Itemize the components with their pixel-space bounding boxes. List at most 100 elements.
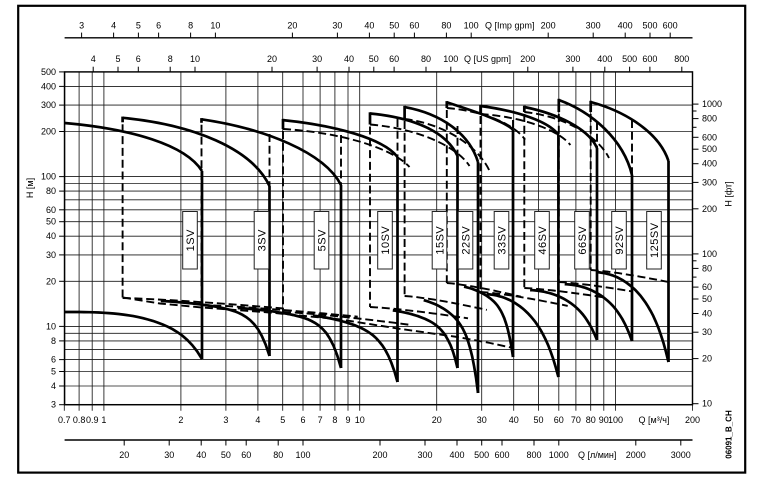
svg-text:600: 600 [663,21,678,31]
svg-text:8: 8 [332,415,337,425]
svg-text:5SV: 5SV [317,229,329,251]
svg-text:300: 300 [565,54,580,64]
svg-text:3: 3 [79,21,84,31]
svg-text:1000: 1000 [549,450,569,460]
svg-text:1SV: 1SV [185,229,197,251]
svg-text:80: 80 [273,450,283,460]
svg-text:80: 80 [586,415,596,425]
svg-text:22SV: 22SV [461,226,473,255]
svg-text:60: 60 [241,450,251,460]
svg-text:5: 5 [115,54,120,64]
svg-text:300: 300 [702,177,717,187]
svg-text:90: 90 [599,415,609,425]
svg-text:100: 100 [295,450,310,460]
svg-text:3: 3 [51,400,56,410]
svg-text:500: 500 [41,67,56,77]
svg-text:600: 600 [494,450,509,460]
svg-text:800: 800 [702,114,717,124]
svg-text:80: 80 [702,263,712,273]
svg-text:800: 800 [674,54,689,64]
svg-text:400: 400 [449,450,464,460]
svg-text:60: 60 [389,54,399,64]
svg-text:80: 80 [441,21,451,31]
svg-text:200: 200 [685,415,700,425]
svg-text:46SV: 46SV [537,226,549,255]
svg-text:500: 500 [702,144,717,154]
svg-text:400: 400 [618,21,633,31]
svg-text:125SV: 125SV [649,222,661,258]
svg-text:8: 8 [168,54,173,64]
svg-text:60: 60 [46,205,56,215]
svg-text:Q [л/мин]: Q [л/мин] [578,450,616,460]
svg-text:30: 30 [477,415,487,425]
svg-text:2000: 2000 [626,450,646,460]
svg-text:4: 4 [111,21,116,31]
svg-text:6: 6 [51,355,56,365]
svg-text:10: 10 [46,321,56,331]
svg-text:500: 500 [474,450,489,460]
svg-text:10SV: 10SV [380,226,392,255]
svg-text:20: 20 [46,276,56,286]
svg-text:06091_B_CH: 06091_B_CH [725,410,734,459]
svg-text:100: 100 [608,415,623,425]
svg-text:30: 30 [702,327,712,337]
svg-text:800: 800 [526,450,541,460]
svg-text:3000: 3000 [671,450,691,460]
svg-text:60: 60 [702,282,712,292]
svg-text:50: 50 [369,54,379,64]
svg-text:30: 30 [312,54,322,64]
svg-text:10: 10 [190,54,200,64]
svg-text:6: 6 [156,21,161,31]
svg-text:5: 5 [280,415,285,425]
svg-text:100: 100 [41,172,56,182]
svg-text:H [м]: H [м] [25,178,35,198]
svg-text:4: 4 [51,381,56,391]
svg-text:80: 80 [46,186,56,196]
svg-text:20: 20 [119,450,129,460]
svg-text:40: 40 [196,450,206,460]
svg-text:92SV: 92SV [614,226,626,255]
svg-text:50: 50 [389,21,399,31]
svg-text:5: 5 [51,367,56,377]
svg-text:8: 8 [188,21,193,31]
svg-text:3: 3 [223,415,228,425]
svg-text:300: 300 [586,21,601,31]
svg-text:15SV: 15SV [435,226,447,255]
svg-text:20: 20 [702,354,712,364]
svg-text:50: 50 [702,294,712,304]
svg-text:1: 1 [101,415,106,425]
svg-text:40: 40 [46,231,56,241]
svg-text:Q [US gpm]: Q [US gpm] [464,54,511,64]
svg-text:200: 200 [702,204,717,214]
svg-text:30: 30 [46,250,56,260]
svg-text:100: 100 [443,54,458,64]
svg-text:200: 200 [541,21,556,31]
svg-text:100: 100 [702,249,717,259]
svg-text:50: 50 [46,217,56,227]
svg-text:4: 4 [255,415,260,425]
svg-text:10: 10 [355,415,365,425]
svg-text:40: 40 [702,309,712,319]
svg-text:200: 200 [41,127,56,137]
svg-text:30: 30 [164,450,174,460]
svg-text:500: 500 [642,21,657,31]
svg-text:20: 20 [267,54,277,64]
svg-text:400: 400 [597,54,612,64]
svg-text:2: 2 [178,415,183,425]
svg-text:70: 70 [571,415,581,425]
svg-text:0.9: 0.9 [86,415,99,425]
svg-text:40: 40 [364,21,374,31]
svg-text:20: 20 [432,415,442,425]
svg-text:33SV: 33SV [497,226,509,255]
svg-text:60: 60 [554,415,564,425]
svg-text:10: 10 [210,21,220,31]
svg-text:100: 100 [464,21,479,31]
svg-text:9: 9 [345,415,350,425]
svg-text:40: 40 [509,415,519,425]
svg-text:8: 8 [51,336,56,346]
svg-text:40: 40 [344,54,354,64]
svg-text:200: 200 [372,450,387,460]
svg-text:3SV: 3SV [257,229,269,251]
svg-text:200: 200 [520,54,535,64]
svg-text:600: 600 [642,54,657,64]
